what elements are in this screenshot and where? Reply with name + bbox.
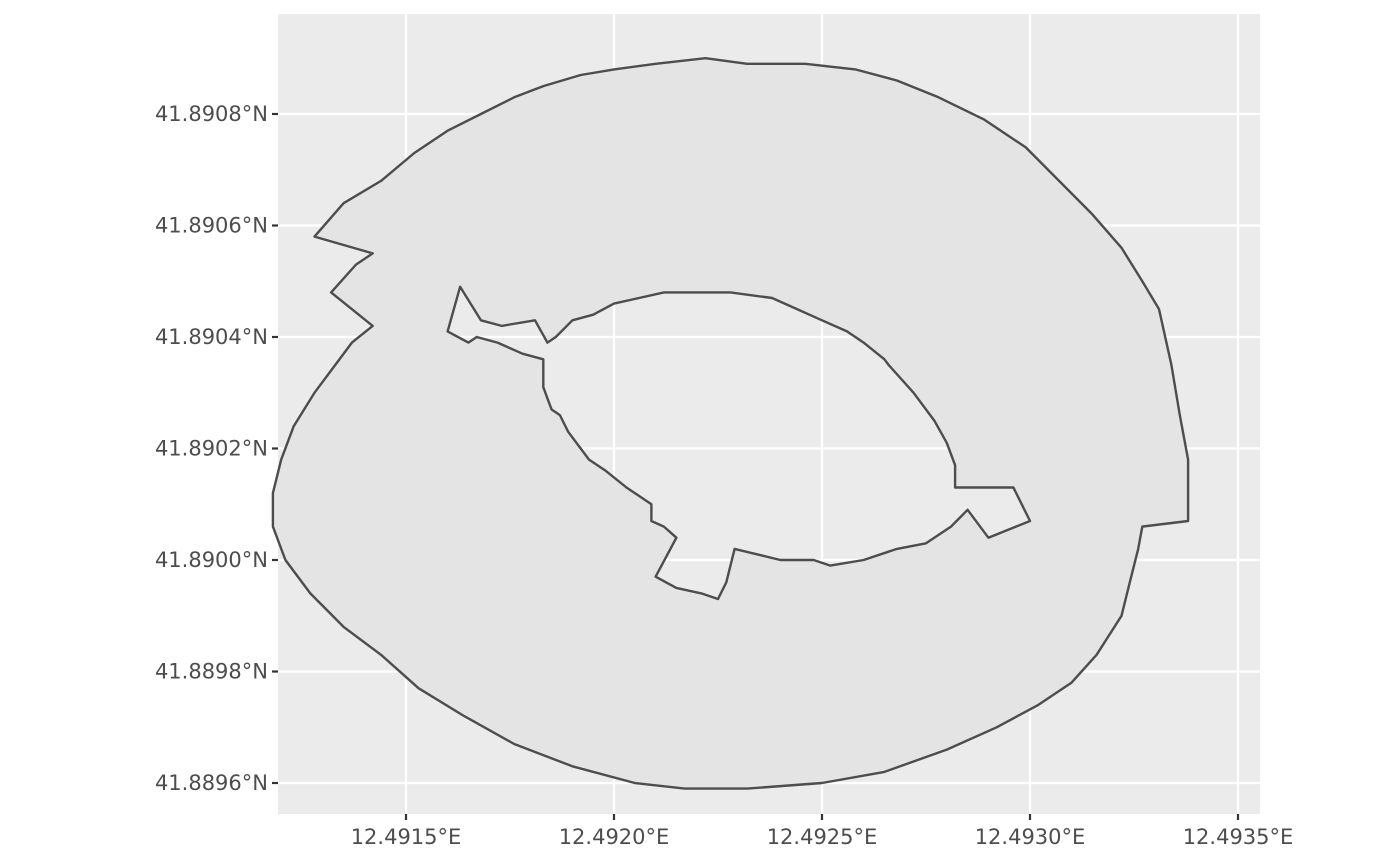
y-tick-label: 41.8908°N — [155, 102, 268, 126]
y-tick-label: 41.8900°N — [155, 548, 268, 572]
y-tick-label: 41.8898°N — [155, 660, 268, 684]
y-tick-label: 41.8904°N — [155, 325, 268, 349]
x-tick-label: 12.4915°E — [351, 825, 462, 849]
map-polygon-feature — [271, 57, 1190, 790]
y-tick-label: 41.8896°N — [155, 771, 268, 795]
x-tick-label: 12.4920°E — [559, 825, 670, 849]
y-axis: 41.8896°N 41.8898°N 41.8900°N 41.8902°N 41.8… — [155, 102, 278, 795]
y-tick-label: 41.8902°N — [155, 437, 268, 461]
x-axis: 12.4915°E 12.4920°E 12.4925°E 12.4930°E 12.4… — [351, 814, 1294, 849]
x-tick-label: 12.4925°E — [767, 825, 878, 849]
x-tick-label: 12.4930°E — [975, 825, 1086, 849]
x-tick-label: 12.4935°E — [1183, 825, 1294, 849]
y-tick-label: 41.8906°N — [155, 214, 268, 238]
